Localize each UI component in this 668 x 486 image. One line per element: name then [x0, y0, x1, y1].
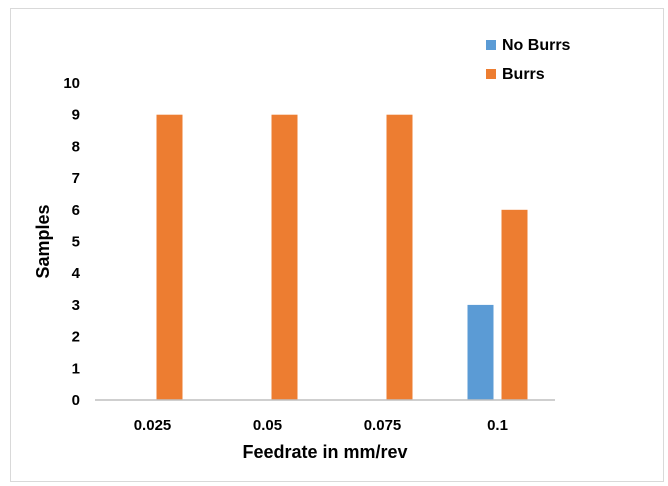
bar-burrs [156, 114, 183, 400]
y-tick-label: 10 [63, 75, 80, 92]
y-tick-label: 0 [72, 392, 80, 409]
y-axis-title: Samples [33, 204, 53, 278]
x-tick-label: 0.05 [253, 417, 282, 434]
x-tick-label: 0.025 [134, 417, 172, 434]
x-tick-label: 0.075 [364, 417, 402, 434]
x-axis-ticks: 0.025 0.05 0.075 0.1 [134, 417, 508, 434]
bar-no-burrs [467, 304, 494, 400]
y-tick-label: 2 [72, 329, 80, 346]
bar-burrs [386, 114, 413, 400]
legend: No Burrs Burrs [486, 37, 571, 83]
y-tick-label: 4 [72, 265, 81, 282]
bar-burrs [271, 114, 298, 400]
y-tick-label: 7 [72, 170, 80, 187]
y-tick-label: 5 [72, 234, 80, 251]
y-tick-label: 6 [72, 202, 80, 219]
x-tick-label: 0.1 [487, 417, 508, 434]
y-tick-label: 9 [72, 107, 80, 124]
legend-label: No Burrs [502, 37, 571, 54]
y-tick-label: 1 [72, 360, 80, 377]
legend-label: Burrs [502, 66, 545, 83]
y-axis-ticks: 0 1 2 3 4 5 6 7 8 9 10 [63, 75, 80, 409]
x-axis-title: Feedrate in mm/rev [242, 442, 407, 462]
chart-frame [10, 8, 664, 482]
bars [156, 114, 528, 400]
y-tick-label: 3 [72, 297, 80, 314]
y-tick-label: 8 [72, 138, 80, 155]
bar-burrs [501, 209, 528, 400]
legend-swatch [486, 69, 496, 79]
legend-swatch [486, 40, 496, 50]
